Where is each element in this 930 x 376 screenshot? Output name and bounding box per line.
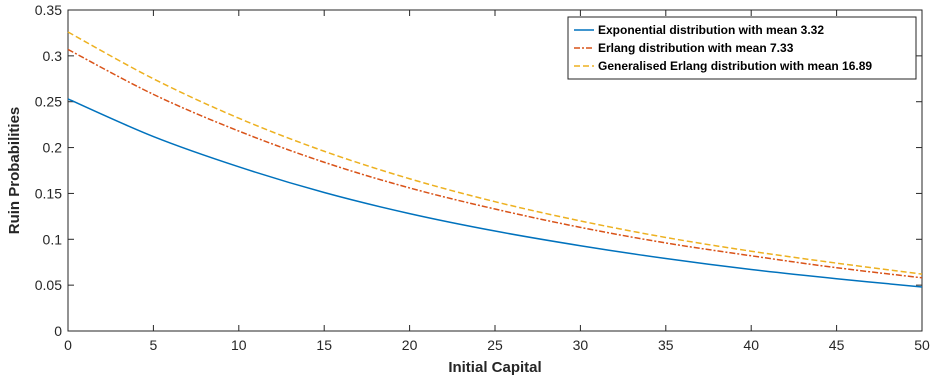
y-axis-title: Ruin Probabilities — [6, 107, 23, 235]
y-tick-label: 0.25 — [35, 94, 62, 110]
x-tick-label: 50 — [914, 337, 930, 353]
y-tick-label: 0.1 — [43, 231, 63, 247]
x-tick-label: 30 — [573, 337, 589, 353]
x-tick-label: 5 — [150, 337, 158, 353]
x-tick-label: 25 — [487, 337, 503, 353]
legend-label-3: Generalised Erlang distribution with mea… — [598, 59, 872, 73]
y-tick-label: 0.3 — [43, 48, 63, 64]
legend: Exponential distribution with mean 3.32 E… — [567, 16, 917, 80]
x-axis: 0 5 10 15 20 25 30 35 40 45 50 — [64, 10, 930, 353]
y-axis: 0 0.05 0.1 0.15 0.2 0.25 0.3 0.35 — [35, 2, 922, 339]
x-tick-label: 15 — [316, 337, 332, 353]
y-tick-label: 0.2 — [43, 140, 63, 156]
legend-box — [567, 16, 917, 80]
x-tick-label: 40 — [743, 337, 759, 353]
series-line-1 — [67, 98, 923, 288]
x-axis-title: Initial Capital — [448, 359, 541, 376]
legend-label-2: Erlang distribution with mean 7.33 — [598, 41, 794, 55]
x-tick-label: 45 — [829, 337, 845, 353]
y-tick-label: 0.35 — [35, 2, 62, 18]
series-line-3 — [67, 31, 923, 275]
y-tick-label: 0.15 — [35, 185, 62, 201]
y-tick-label: 0 — [54, 323, 62, 339]
series-line-2 — [67, 48, 923, 279]
series-lines — [67, 31, 923, 288]
x-tick-label: 0 — [64, 337, 72, 353]
x-tick-label: 20 — [402, 337, 418, 353]
legend-label-1: Exponential distribution with mean 3.32 — [598, 23, 824, 37]
x-tick-label: 35 — [658, 337, 674, 353]
x-tick-label: 10 — [231, 337, 247, 353]
y-tick-label: 0.05 — [35, 277, 62, 293]
